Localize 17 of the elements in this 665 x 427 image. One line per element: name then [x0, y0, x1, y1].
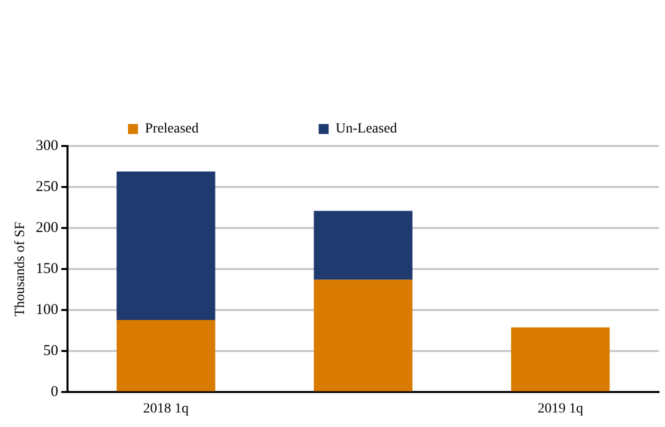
- y-tick-label: 150: [36, 261, 58, 278]
- bar: [116, 320, 216, 392]
- bar: [511, 327, 610, 392]
- y-axis-title: Thousands of SF: [13, 221, 28, 317]
- y-tick-label: 200: [36, 220, 58, 236]
- legend-label: Un-Leased: [336, 122, 398, 137]
- bar: [116, 171, 216, 320]
- x-tick-label: 2019 1q: [538, 401, 584, 416]
- y-tick-label: 100: [36, 302, 58, 318]
- y-tick-label: 250: [36, 178, 58, 195]
- legend-label: Preleased: [145, 122, 199, 137]
- y-tick-label: 50: [43, 343, 58, 360]
- bar: [314, 280, 412, 392]
- bar: [314, 210, 412, 280]
- y-tick-label: 300: [36, 138, 58, 154]
- x-tick-label: 2018 1q: [143, 401, 189, 416]
- y-tick-label: 0: [50, 384, 58, 400]
